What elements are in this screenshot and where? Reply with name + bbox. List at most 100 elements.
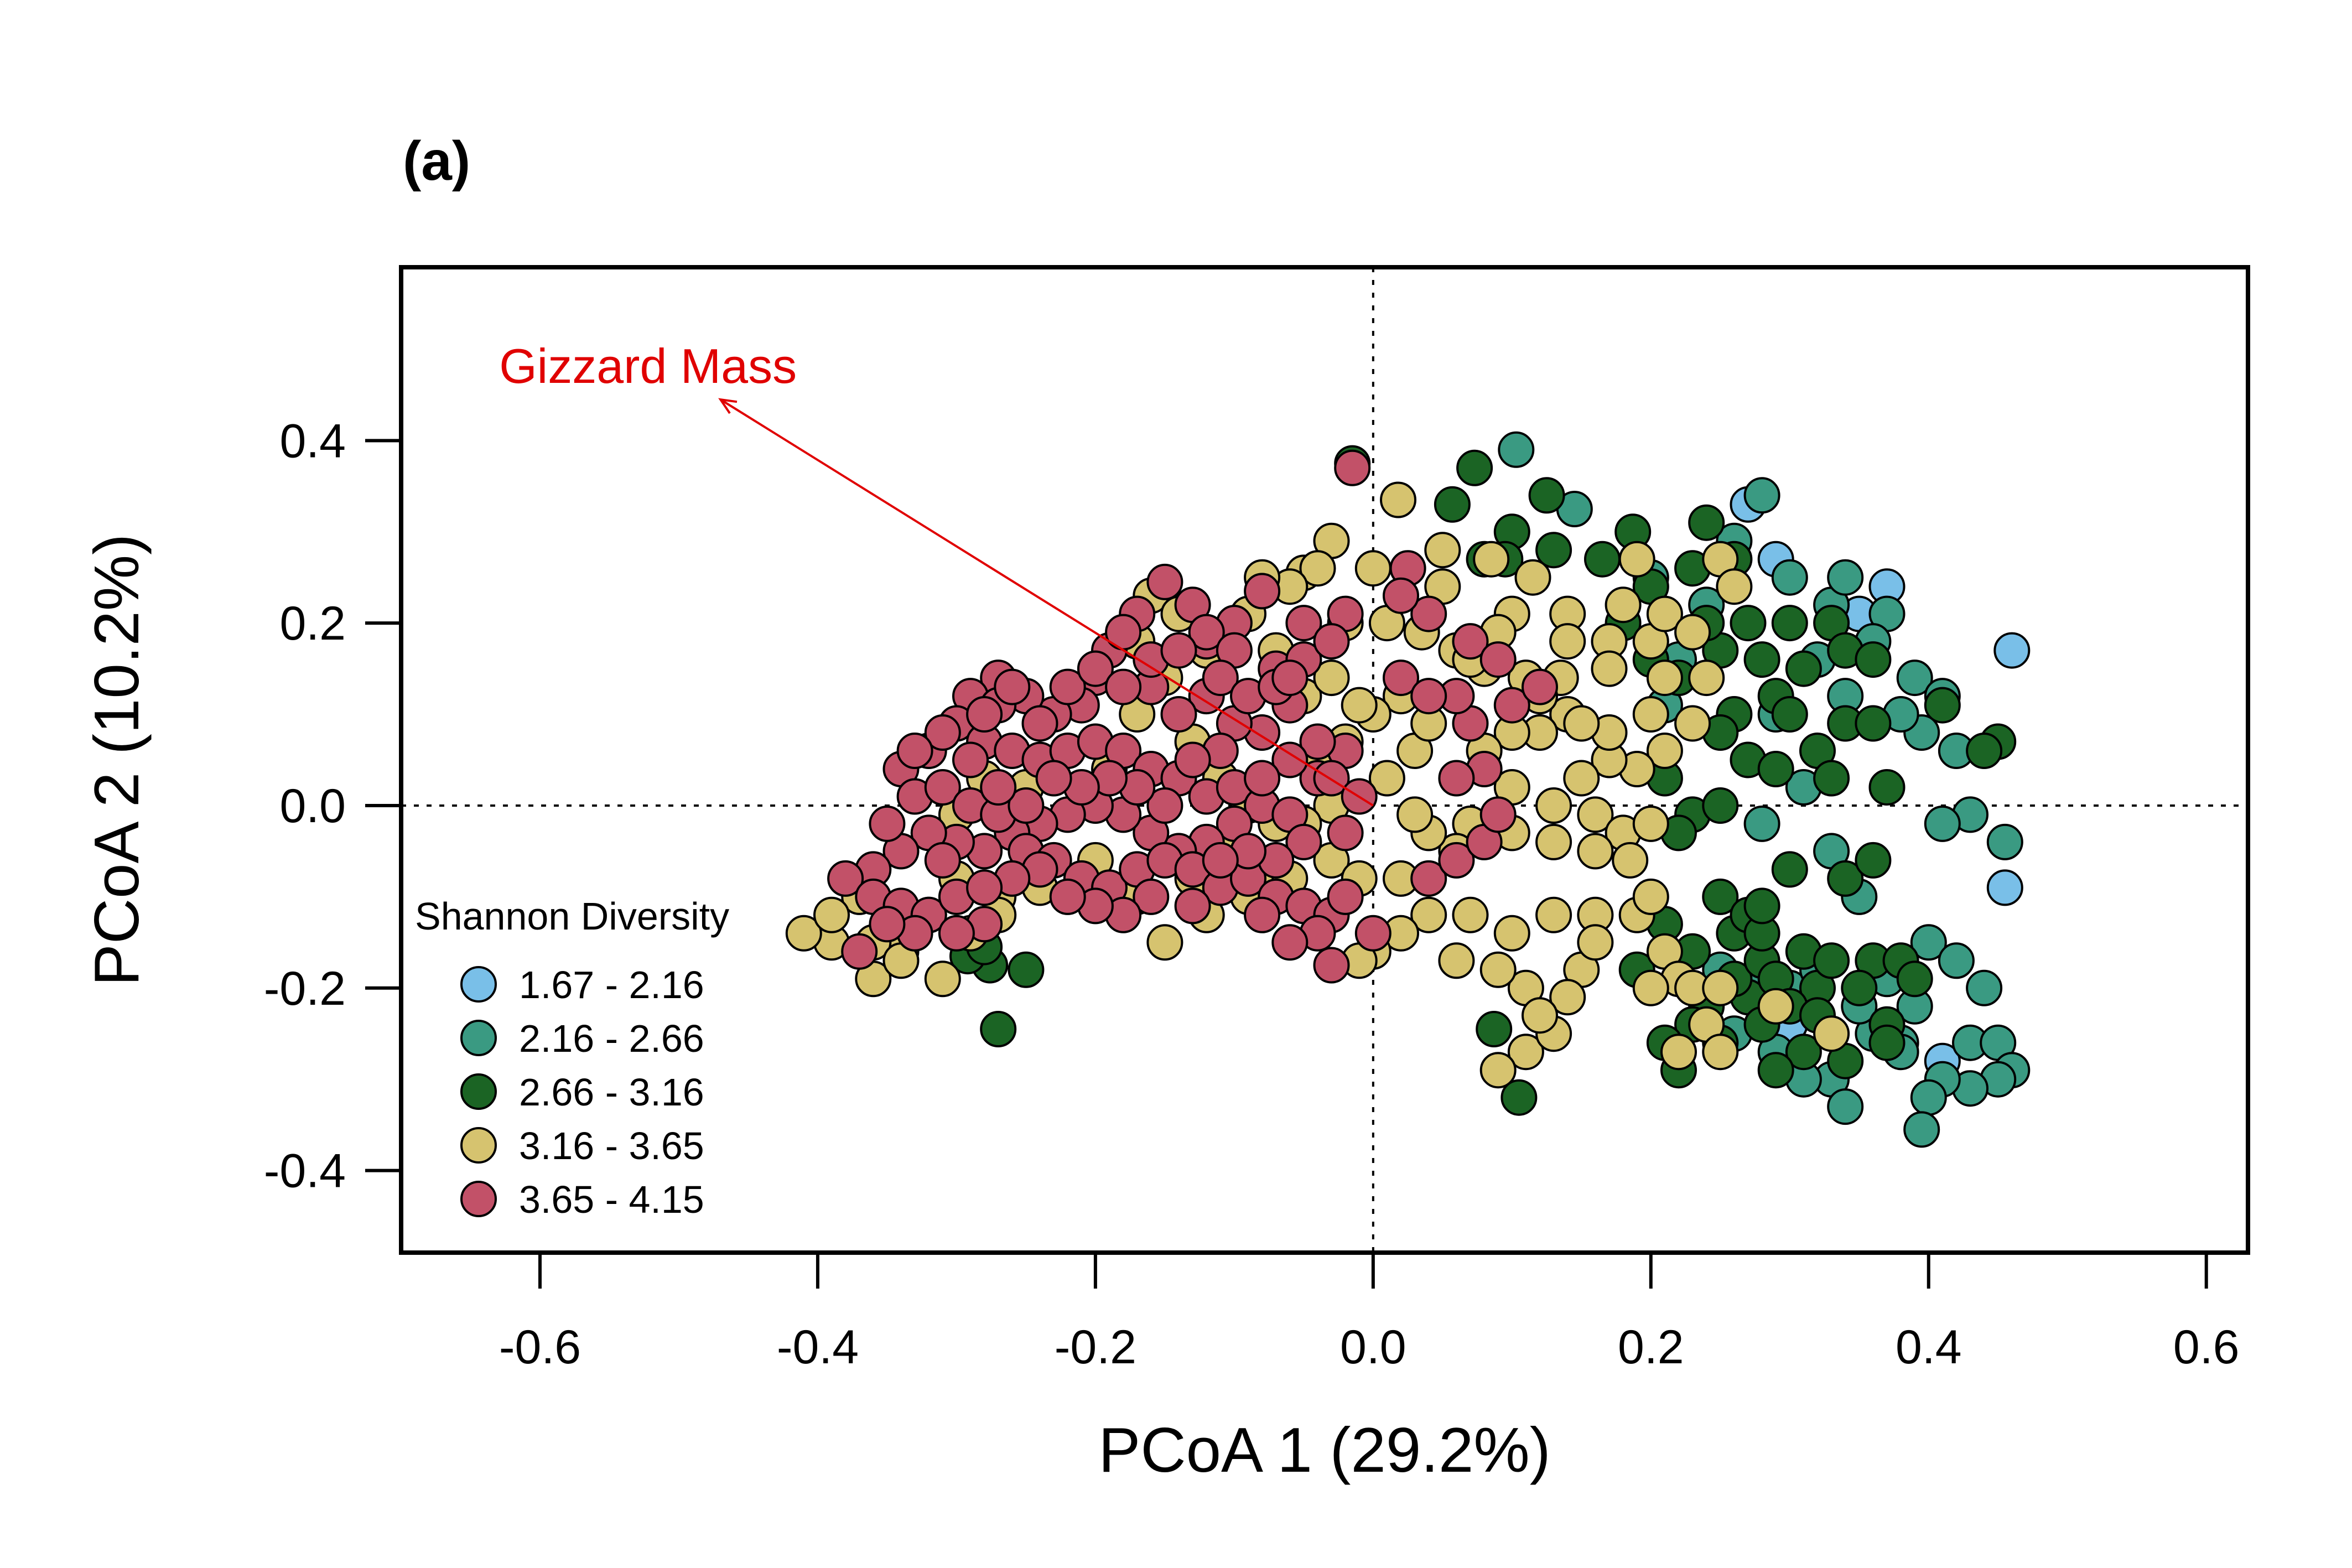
data-point [1035, 760, 1072, 797]
gizzard-mass-vector: Gizzard Mass [499, 339, 1374, 807]
data-point [1577, 833, 1614, 870]
data-point [1986, 823, 2023, 860]
data-point [1632, 969, 1669, 1006]
data-point [1476, 1011, 1513, 1047]
data-point [994, 668, 1031, 705]
data-point [1334, 449, 1371, 486]
data-point [813, 896, 850, 933]
data-point [1327, 814, 1364, 852]
data-point [1528, 477, 1565, 514]
data-point [1160, 632, 1197, 669]
data-point [980, 769, 1017, 806]
x-tick-label: 0.0 [1340, 1321, 1406, 1374]
data-point [924, 714, 961, 751]
data-point [1146, 563, 1183, 600]
data-point [1584, 541, 1621, 578]
data-point [1438, 760, 1475, 797]
data-point [1841, 969, 1878, 1006]
data-point [1188, 614, 1225, 651]
data-point [1757, 1052, 1794, 1089]
legend-item-label: 3.65 - 4.15 [519, 1178, 704, 1221]
data-point [966, 869, 1003, 906]
legend-title: Shannon Diversity [415, 895, 729, 938]
y-tick-label: 0.4 [279, 414, 346, 468]
data-point [1410, 896, 1447, 933]
data-point [1514, 559, 1551, 596]
data-point [1813, 760, 1850, 797]
data-point [1549, 623, 1586, 660]
data-point [1285, 823, 1322, 860]
data-point [1855, 641, 1892, 678]
data-point [1438, 942, 1475, 979]
data-point [1868, 769, 1906, 806]
data-point [1424, 532, 1461, 569]
data-point [1660, 1034, 1697, 1071]
data-point [1827, 860, 1864, 897]
data-point [869, 805, 906, 842]
data-point [1702, 969, 1739, 1006]
data-point [1271, 741, 1309, 778]
data-point [1702, 878, 1739, 915]
data-point [1903, 1111, 1940, 1148]
data-point [1479, 951, 1517, 988]
legend-swatch [460, 1127, 497, 1164]
data-point [924, 960, 961, 998]
data-point [1896, 960, 1933, 998]
data-point [1452, 623, 1489, 660]
legend-swatch [460, 1181, 497, 1217]
data-point [1535, 532, 1572, 569]
data-point [1174, 887, 1211, 925]
data-point [1434, 486, 1471, 523]
data-point [1535, 896, 1572, 933]
data-point [1910, 1079, 1947, 1116]
data-point [1299, 550, 1336, 587]
legend-item-label: 2.66 - 3.16 [519, 1071, 704, 1114]
data-point [1910, 924, 1947, 961]
data-point [1702, 787, 1739, 824]
data-point [1966, 969, 2003, 1006]
data-point [1855, 705, 1892, 742]
data-point [1244, 760, 1281, 797]
data-point [1410, 678, 1447, 715]
data-point [1202, 842, 1239, 879]
data-point [1771, 851, 1808, 888]
vector-label: Gizzard Mass [499, 339, 797, 393]
legend-swatch [460, 1073, 497, 1110]
data-point [1743, 805, 1780, 842]
data-point [1452, 896, 1489, 933]
data-point [827, 860, 864, 897]
data-point [1757, 751, 1794, 787]
legend-swatch [460, 1020, 497, 1056]
data-point [1354, 915, 1392, 952]
data-point [1133, 878, 1170, 915]
data-point [1410, 595, 1447, 632]
data-point [1577, 796, 1614, 833]
data-point [1646, 660, 1683, 697]
data-point [1924, 687, 1961, 724]
data-point [1380, 481, 1416, 518]
y-tick-label: -0.4 [264, 1145, 346, 1198]
legend-item-label: 1.67 - 2.16 [519, 963, 704, 1006]
y-tick-label: -0.2 [264, 962, 346, 1015]
data-point [1868, 1024, 1906, 1061]
data-point [1313, 623, 1350, 660]
x-tick-label: -0.4 [777, 1321, 859, 1374]
data-point [1632, 696, 1669, 733]
data-point [1479, 1052, 1517, 1089]
data-point [1285, 605, 1322, 642]
data-point [1383, 577, 1419, 614]
data-point [1049, 878, 1086, 915]
data-point [1313, 660, 1350, 697]
data-point [1105, 614, 1142, 651]
legend: Shannon Diversity 1.67 - 2.16 2.16 - 2.66… [415, 895, 729, 1221]
data-point [924, 842, 961, 879]
data-point [1646, 733, 1683, 769]
data-point [1688, 660, 1725, 697]
data-point [1785, 1034, 1822, 1071]
data-point [1313, 947, 1350, 984]
data-point [1771, 559, 1808, 596]
data-point [1702, 1034, 1739, 1071]
data-point [980, 1011, 1017, 1047]
data-point [1813, 942, 1850, 979]
data-point [1577, 924, 1614, 961]
